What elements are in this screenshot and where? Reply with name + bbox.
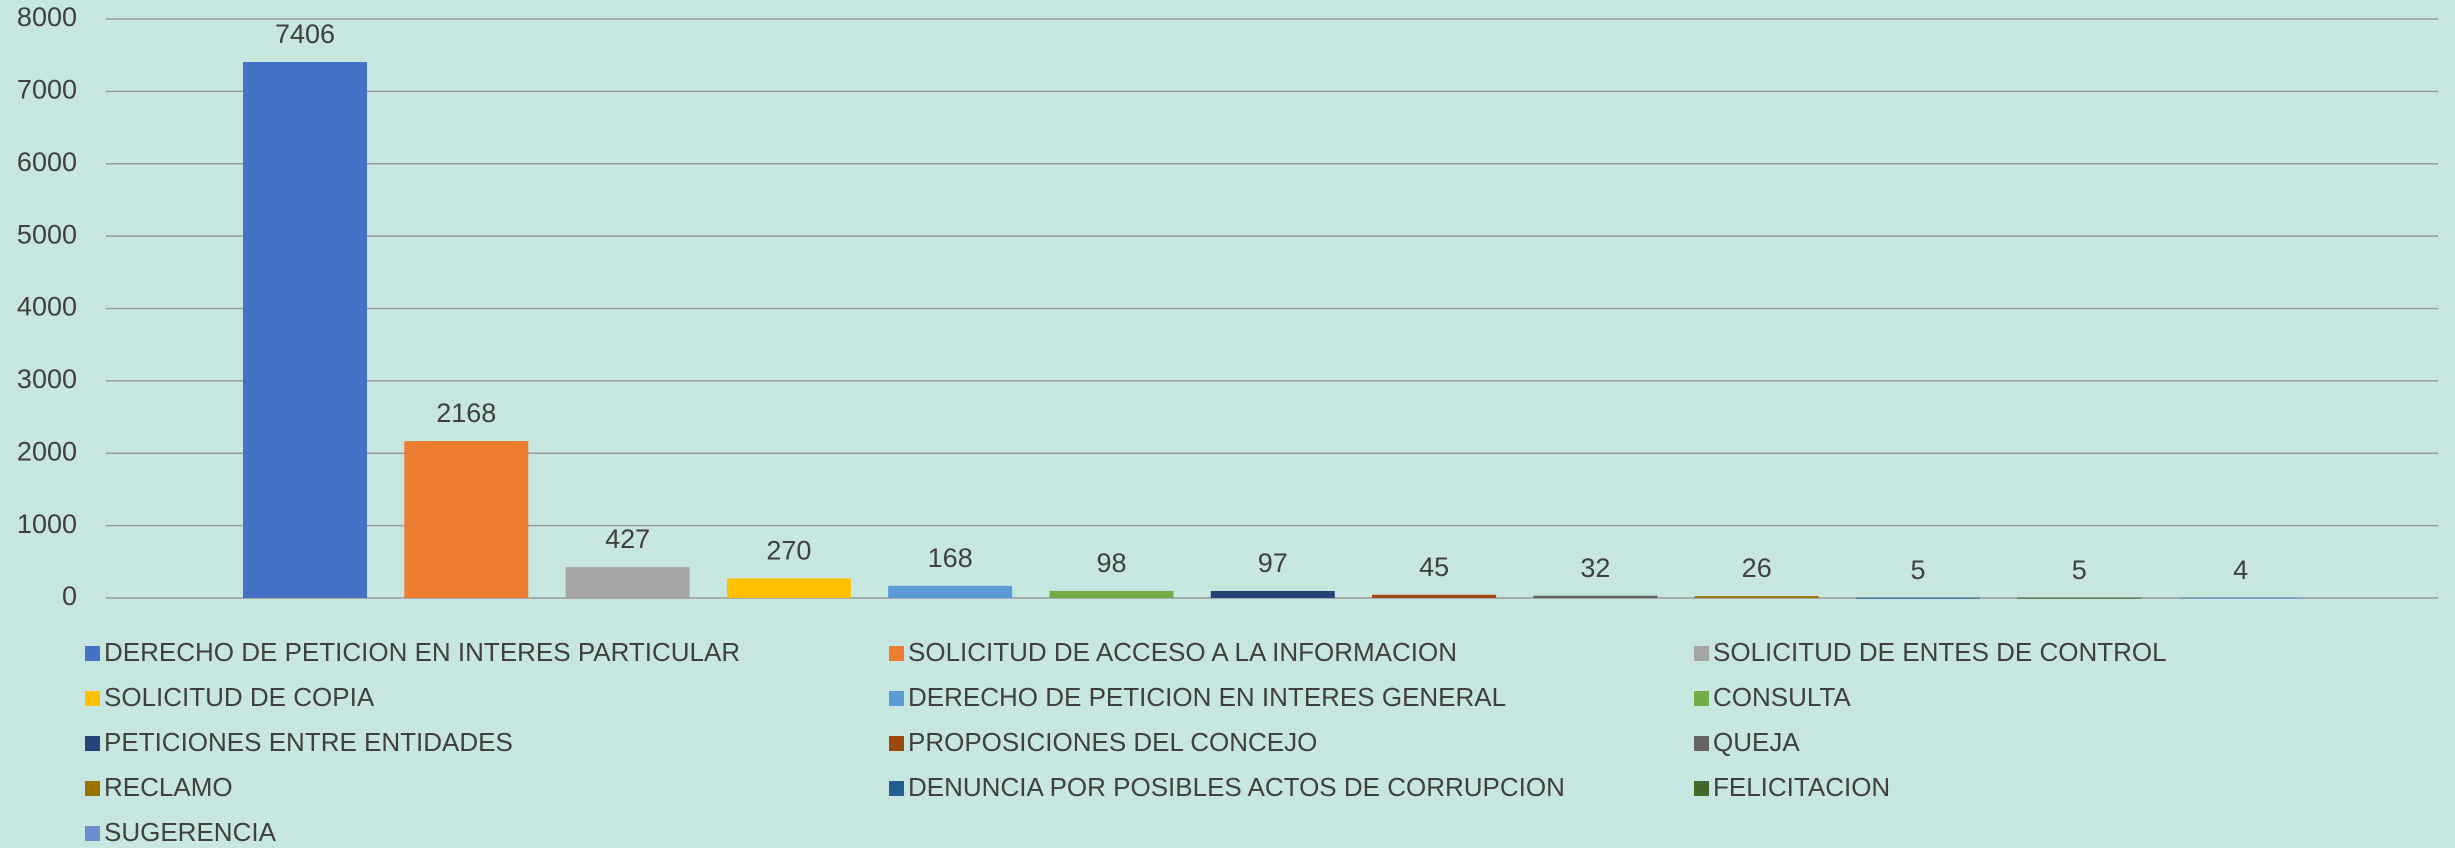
legend-swatch: [85, 826, 100, 841]
legend-swatch: [85, 646, 100, 661]
legend-swatch: [85, 736, 100, 751]
legend-label: QUEJA: [1713, 727, 1800, 757]
legend-swatch: [889, 646, 904, 661]
bar: [1694, 596, 1819, 598]
y-tick-label: 7000: [17, 75, 77, 105]
value-label: 427: [605, 524, 650, 554]
legend-swatch: [1694, 736, 1709, 751]
legend-label: DERECHO DE PETICION EN INTERES GENERAL: [908, 682, 1506, 712]
bar: [243, 61, 367, 599]
value-label: 5: [2072, 555, 2087, 585]
bar: [404, 441, 529, 598]
legend-label: PETICIONES ENTRE ENTIDADES: [104, 727, 513, 757]
legend-label: SOLICITUD DE ACCESO A LA INFORMACION: [908, 637, 1457, 667]
value-label: 168: [928, 543, 973, 573]
legend-label: SOLICITUD DE COPIA: [104, 682, 375, 712]
y-tick-label: 5000: [17, 219, 77, 249]
bar: [726, 578, 851, 598]
legend-label: RECLAMO: [104, 772, 233, 802]
legend-swatch: [889, 781, 904, 796]
value-label: 32: [1580, 553, 1610, 583]
bar: [1049, 590, 1174, 598]
value-label: 98: [1096, 548, 1126, 578]
bar: [1533, 595, 1658, 598]
bar: [888, 585, 1013, 598]
legend-swatch: [1694, 691, 1709, 706]
bar: [1856, 597, 1980, 599]
bar: [2178, 597, 2303, 599]
legend-swatch: [889, 736, 904, 751]
bar: [2017, 597, 2142, 599]
value-label: 2168: [436, 398, 496, 428]
value-label: 4: [2233, 555, 2248, 585]
bar: [1210, 590, 1335, 598]
legend-label: SUGERENCIA: [104, 817, 277, 847]
legend-label: CONSULTA: [1713, 682, 1851, 712]
legend-swatch: [889, 691, 904, 706]
y-tick-label: 4000: [17, 292, 77, 322]
y-tick-label: 3000: [17, 364, 77, 394]
value-label: 270: [766, 536, 811, 566]
value-label: 26: [1742, 553, 1772, 583]
legend-label: DERECHO DE PETICION EN INTERES PARTICULA…: [104, 637, 740, 667]
legend-swatch: [1694, 646, 1709, 661]
value-label: 97: [1258, 548, 1288, 578]
legend-label: SOLICITUD DE ENTES DE CONTROL: [1713, 637, 2167, 667]
value-label: 5: [1910, 555, 1925, 585]
bar: [565, 567, 690, 598]
y-tick-label: 2000: [17, 436, 77, 466]
y-tick-label: 8000: [17, 2, 77, 32]
legend-swatch: [1694, 781, 1709, 796]
legend-swatch: [85, 691, 100, 706]
bar: [1372, 594, 1497, 598]
value-label: 7406: [275, 19, 335, 49]
legend-label: PROPOSICIONES DEL CONCEJO: [908, 727, 1317, 757]
legend-label: FELICITACION: [1713, 772, 1890, 802]
value-label: 45: [1419, 552, 1449, 582]
legend-swatch: [85, 781, 100, 796]
y-tick-label: 0: [62, 581, 77, 611]
y-tick-label: 1000: [17, 509, 77, 539]
y-tick-label: 6000: [17, 147, 77, 177]
legend-label: DENUNCIA POR POSIBLES ACTOS DE CORRUPCIO…: [908, 772, 1565, 802]
